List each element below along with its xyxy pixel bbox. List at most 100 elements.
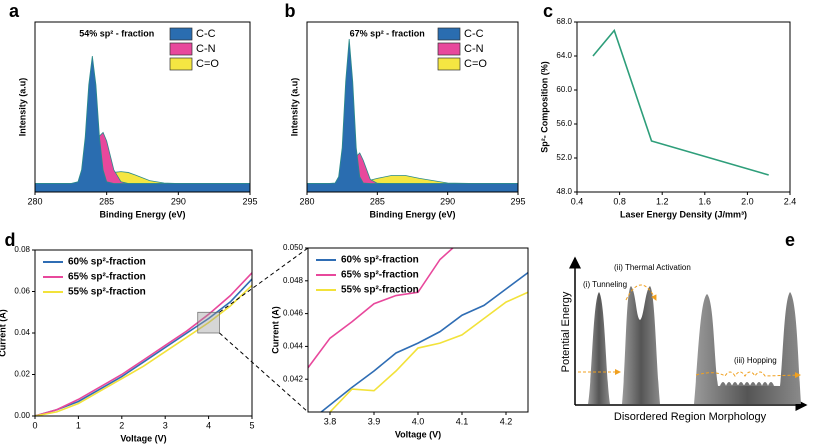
x-tick-label: 1.2 — [656, 196, 669, 206]
legend-swatch — [437, 27, 461, 41]
x-tick-label: 0.4 — [571, 196, 584, 206]
x-tick-label: 285 — [99, 196, 114, 206]
legend-label: 55% sp²-fraction — [341, 285, 419, 296]
legend-label: 55% sp²-fraction — [68, 287, 146, 298]
annotation: 54% sp² - fraction — [79, 28, 154, 38]
annotation: 67% sp² - fraction — [350, 28, 425, 38]
diagram-e: e Potential Energy Disordered Region Mor… — [560, 230, 808, 423]
y-axis-label: Intensity (a.u) — [289, 78, 299, 137]
x-axis-label: Binding Energy (eV) — [369, 209, 455, 219]
line — [308, 248, 455, 369]
x-tick-label: 0.8 — [613, 196, 626, 206]
activation-arrow — [625, 284, 657, 301]
plot-frame — [306, 21, 519, 193]
y-axis-label: Sp²- Composition (%) — [539, 61, 549, 153]
legend-label: 60% sp²-fraction — [341, 255, 419, 266]
y-tick-label: 0.050 — [283, 243, 304, 252]
y-tick-label: 0.02 — [14, 370, 30, 379]
legend-swatch — [169, 57, 193, 71]
panel-letter: b — [285, 1, 296, 21]
barrier — [694, 292, 801, 404]
y-tick-label: 0.044 — [283, 342, 304, 351]
panel-letter: c — [543, 1, 553, 21]
x-tick-label: 1.6 — [699, 196, 712, 206]
annotation: (i) Tunneling — [583, 280, 627, 289]
y-tick-label: 52.0 — [556, 153, 572, 162]
x-tick-label: 3.9 — [368, 416, 381, 426]
x-axis-label: Binding Energy (eV) — [99, 209, 185, 219]
plot-frame — [576, 21, 791, 193]
x-tick-label: 280 — [27, 196, 42, 206]
legend-label: C-N — [196, 43, 216, 55]
y-tick-label: 0.04 — [14, 328, 30, 337]
y-tick-label: 48.0 — [556, 187, 572, 196]
barrier — [622, 286, 660, 404]
plot — [592, 28, 769, 176]
x-tick-label: 290 — [440, 196, 455, 206]
y-axis-label: Potential Energy — [560, 291, 572, 372]
y-tick-label: 0.00 — [14, 411, 30, 420]
y-tick-label: 60.0 — [556, 85, 572, 94]
legend-swatch — [437, 57, 461, 71]
x-tick-label: 2 — [119, 420, 124, 430]
y-tick-label: 0.08 — [14, 245, 30, 254]
line — [329, 291, 528, 412]
x-tick-label: 4.2 — [500, 416, 513, 426]
plot — [308, 248, 528, 412]
legend-label: C=O — [464, 58, 487, 70]
annotation: (iii) Hopping — [734, 356, 777, 365]
legend-swatch — [169, 27, 193, 41]
y-tick-label: 0.06 — [14, 287, 30, 296]
x-tick-label: 290 — [171, 196, 186, 206]
hopping-arrow — [695, 371, 801, 379]
x-axis-label: Disordered Region Morphology — [614, 411, 767, 423]
legend-label: C=O — [196, 58, 219, 70]
panel-letter: a — [9, 1, 20, 21]
plot — [35, 272, 252, 416]
legend-label: C-N — [464, 43, 484, 55]
y-axis-label: Current (A) — [0, 309, 7, 357]
x-tick-label: 4 — [206, 420, 211, 430]
x-axis-label: Laser Energy Density (J/mm³) — [620, 209, 747, 219]
plot — [307, 38, 518, 192]
zoom-connector — [219, 332, 309, 413]
line — [35, 272, 252, 416]
x-axis-label: Voltage (V) — [120, 433, 166, 443]
x-tick-label: 295 — [510, 196, 525, 206]
line — [592, 28, 769, 176]
y-tick-label: 0.042 — [283, 374, 304, 383]
x-tick-label: 4.1 — [456, 416, 469, 426]
legend-swatch — [437, 42, 461, 56]
x-tick-label: 1 — [76, 420, 81, 430]
panel-letter: d — [5, 230, 16, 250]
y-tick-label: 0.048 — [283, 276, 304, 285]
legend-swatch — [169, 42, 193, 56]
x-tick-label: 280 — [299, 196, 314, 206]
x-tick-label: 295 — [242, 196, 257, 206]
legend-label: 60% sp²-fraction — [68, 257, 146, 268]
legend-label: C-C — [464, 28, 484, 40]
area — [35, 55, 250, 192]
x-tick-label: 5 — [249, 420, 254, 430]
x-tick-label: 3.8 — [324, 416, 337, 426]
hopping-sites — [720, 382, 774, 386]
y-tick-label: 68.0 — [556, 17, 572, 26]
x-tick-label: 2.4 — [784, 196, 797, 206]
x-tick-label: 0 — [32, 420, 37, 430]
x-axis-label: Voltage (V) — [395, 429, 441, 439]
x-tick-label: 285 — [370, 196, 385, 206]
x-tick-label: 2.0 — [741, 196, 754, 206]
zoom-box — [197, 311, 220, 334]
legend-label: C-C — [196, 28, 216, 40]
line — [35, 284, 252, 416]
plot — [35, 55, 250, 192]
line — [320, 271, 528, 412]
x-tick-label: 4.0 — [412, 416, 425, 426]
barrier — [588, 292, 610, 404]
x-tick-label: 3 — [163, 420, 168, 430]
area — [307, 38, 518, 192]
legend-label: 65% sp²-fraction — [68, 272, 146, 283]
plot-frame — [34, 21, 251, 193]
y-tick-label: 56.0 — [556, 119, 572, 128]
annotation: (ii) Thermal Activation — [614, 263, 691, 272]
